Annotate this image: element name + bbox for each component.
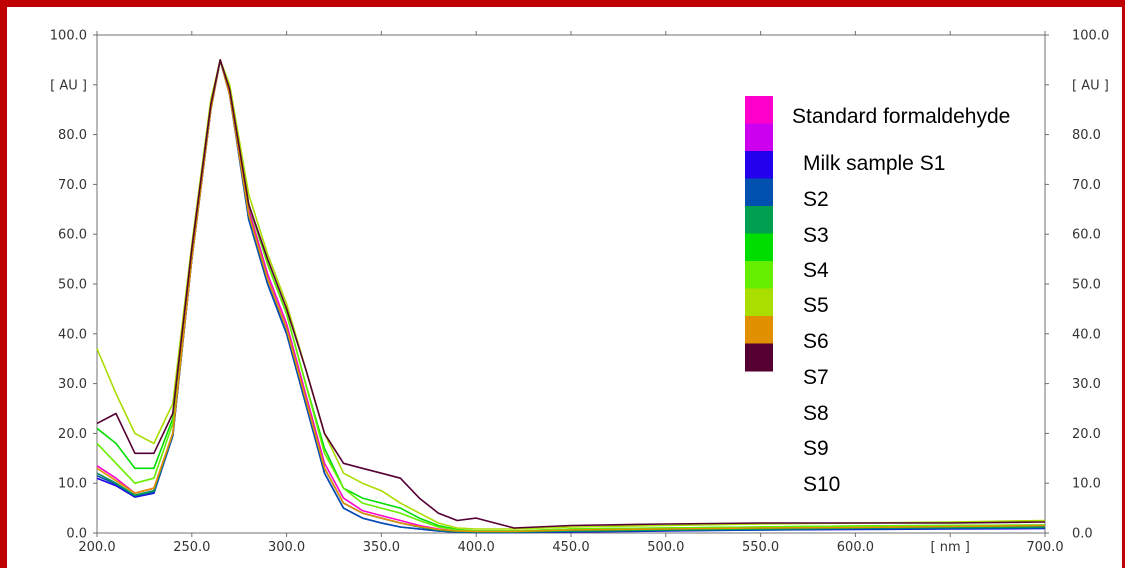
x-tick-label: 700.0 xyxy=(1026,540,1063,555)
y-tick-label-right: 60.0 xyxy=(1072,228,1101,243)
y-tick-label-right: 20.0 xyxy=(1072,427,1101,442)
y-tick-label-right: 50.0 xyxy=(1072,278,1101,293)
series-line-10 xyxy=(96,59,1046,529)
plot-area xyxy=(96,34,1046,534)
legend-label: S5 xyxy=(803,294,829,317)
y-tick-label-left: 10.0 xyxy=(58,477,87,492)
y-tick-label-left: 20.0 xyxy=(58,427,87,442)
y-tick-label-left: 0.0 xyxy=(66,527,87,542)
y-tick-label-left: 70.0 xyxy=(58,178,87,193)
legend-swatch xyxy=(745,206,773,234)
x-tick-label: 500.0 xyxy=(647,540,684,555)
y-tick-label-left: 30.0 xyxy=(58,377,87,392)
y-tick-label-left: 80.0 xyxy=(58,128,87,143)
legend-swatch xyxy=(745,288,773,317)
y-tick-label-left: 50.0 xyxy=(58,278,87,293)
legend-label: S10 xyxy=(803,473,840,496)
x-tick-label: 600.0 xyxy=(837,540,874,555)
series-line-9 xyxy=(96,59,1046,533)
y-tick-label-left: [ AU ] xyxy=(50,78,87,93)
x-tick-label: 300.0 xyxy=(268,540,305,555)
legend-swatch xyxy=(745,178,773,207)
x-tick-label: 350.0 xyxy=(363,540,400,555)
x-tick-label: 550.0 xyxy=(742,540,779,555)
y-tick-label-right: [ AU ] xyxy=(1072,78,1109,93)
legend-swatch xyxy=(745,151,773,179)
legend-label: S4 xyxy=(803,259,829,282)
legend-swatch xyxy=(745,233,773,262)
legend-swatch xyxy=(745,343,773,372)
legend-swatch xyxy=(745,316,773,344)
legend-label: Milk sample S1 xyxy=(803,152,945,175)
y-tick-label-right: 100.0 xyxy=(1072,29,1109,44)
y-tick-label-left: 100.0 xyxy=(50,29,87,44)
x-tick-label: 250.0 xyxy=(173,540,210,555)
y-tick-label-right: 70.0 xyxy=(1072,178,1101,193)
x-tick-label: 200.0 xyxy=(78,540,115,555)
x-tick-label: 450.0 xyxy=(552,540,589,555)
legend-label: S6 xyxy=(803,330,829,353)
y-tick-label-right: 80.0 xyxy=(1072,128,1101,143)
legend-label: S7 xyxy=(803,366,829,389)
y-tick-label-right: 40.0 xyxy=(1072,327,1101,342)
y-tick-label-right: 0.0 xyxy=(1072,527,1093,542)
legend-label: Standard formaldehyde xyxy=(792,105,1010,128)
legend-label: S3 xyxy=(803,224,829,247)
y-tick-label-left: 40.0 xyxy=(58,327,87,342)
legend-swatch xyxy=(745,123,773,152)
x-tick-label: 400.0 xyxy=(458,540,495,555)
legend-label: S8 xyxy=(803,402,829,425)
legend-swatch xyxy=(745,96,773,124)
x-tick-label: [ nm ] xyxy=(931,540,970,555)
y-tick-label-right: 30.0 xyxy=(1072,377,1101,392)
legend: Standard formaldehyde Milk sample S1 S2 S3 S… xyxy=(745,96,1010,496)
y-tick-label-left: 60.0 xyxy=(58,228,87,243)
y-tick-label-right: 10.0 xyxy=(1072,477,1101,492)
legend-label: S2 xyxy=(803,188,829,211)
legend-label: S9 xyxy=(803,437,829,460)
series-lines xyxy=(96,59,1046,534)
legend-swatch xyxy=(745,261,773,289)
axis-ticks: 200.0 250.0 300.0 350.0 400.0 450.0 500.0 550.0… xyxy=(50,29,1109,556)
